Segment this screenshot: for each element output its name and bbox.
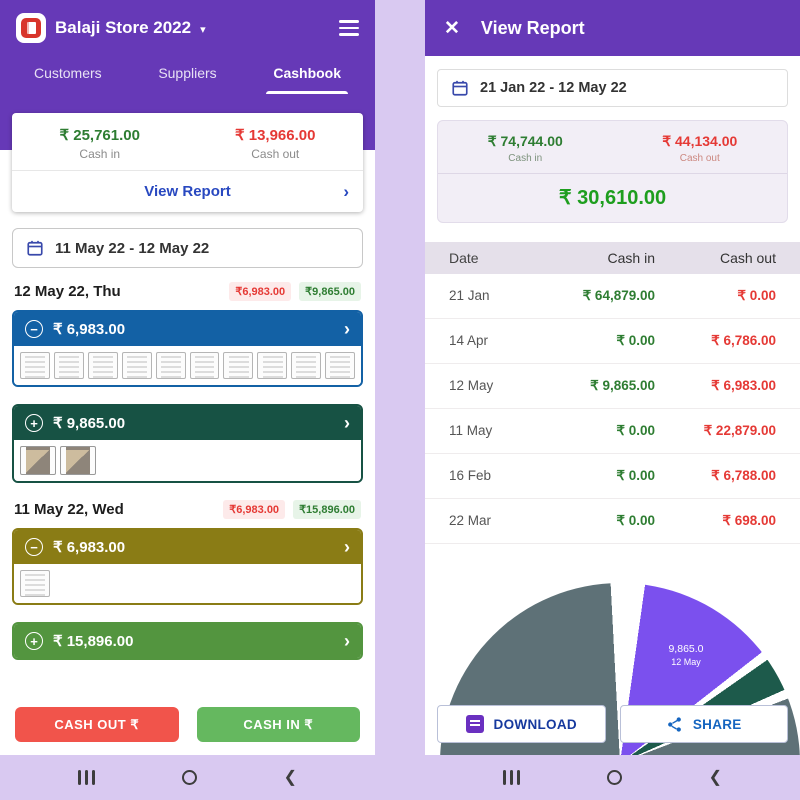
tab-suppliers[interactable]: Suppliers bbox=[158, 65, 217, 81]
pie-slice-label: 9,865.0 12 May bbox=[668, 643, 704, 667]
ledger-icon bbox=[21, 18, 41, 38]
cashbook-screen: Balaji Store 2022 ▾ Customers Suppliers … bbox=[0, 0, 375, 755]
table-row[interactable]: 16 Feb ₹ 0.00 ₹ 6,788.00 bbox=[425, 454, 800, 499]
report-cash-out-label: Cash out bbox=[679, 153, 720, 164]
date-range-picker[interactable]: 11 May 22 - 12 May 22 bbox=[12, 228, 363, 268]
cash-in-entry[interactable]: + ₹ 9,865.00 › bbox=[12, 404, 363, 483]
table-row[interactable]: 21 Jan ₹ 64,879.00 ₹ 0.00 bbox=[425, 274, 800, 319]
calendar-icon bbox=[452, 80, 468, 96]
date-range-text: 11 May 22 - 12 May 22 bbox=[55, 239, 210, 257]
chevron-down-icon[interactable]: ▾ bbox=[200, 23, 206, 36]
chevron-right-icon: › bbox=[343, 181, 349, 201]
home-icon[interactable] bbox=[606, 770, 622, 785]
receipt-thumbnail[interactable] bbox=[257, 352, 288, 379]
back-icon[interactable]: ❮ bbox=[283, 768, 297, 786]
menu-icon[interactable] bbox=[339, 20, 359, 36]
tab-cashbook[interactable]: Cashbook bbox=[247, 55, 367, 94]
entry-amount: ₹ 6,983.00 bbox=[53, 539, 126, 556]
table-row[interactable]: 14 Apr ₹ 0.00 ₹ 6,786.00 bbox=[425, 319, 800, 364]
cash-out-button[interactable]: CASH OUT ₹ bbox=[15, 707, 179, 742]
download-button[interactable]: DOWNLOAD bbox=[437, 705, 606, 743]
receipt-thumbnail[interactable] bbox=[53, 352, 84, 379]
cash-in-button[interactable]: CASH IN ₹ bbox=[196, 707, 360, 742]
receipt-thumbnail[interactable] bbox=[121, 352, 152, 379]
cash-out-amount: ₹ 13,966.00 bbox=[235, 127, 316, 144]
net-balance: ₹ 30,610.00 bbox=[558, 187, 667, 209]
report-header: ✕ View Report bbox=[425, 0, 800, 56]
report-summary-card: ₹ 74,744.00 Cash in ₹ 44,134.00 Cash out… bbox=[437, 120, 788, 223]
receipt-thumbnail[interactable] bbox=[20, 352, 50, 379]
receipt-thumbnail[interactable] bbox=[223, 352, 254, 379]
report-date-range-picker[interactable]: 21 Jan 22 - 12 May 22 bbox=[437, 69, 788, 107]
view-report-screen: ✕ View Report 21 Jan 22 - 12 May 22 ₹ 74… bbox=[425, 0, 800, 755]
tab-bar: Customers Suppliers Cashbook bbox=[0, 55, 375, 94]
table-header: Date Cash in Cash out bbox=[425, 242, 800, 274]
divider bbox=[438, 173, 787, 174]
cash-summary-card: ₹ 25,761.00 Cash in ₹ 13,966.00 Cash out… bbox=[12, 113, 363, 212]
day-out-badge: ₹6,983.00 bbox=[229, 282, 292, 301]
cash-out-label: Cash out bbox=[251, 147, 300, 161]
recents-icon[interactable] bbox=[78, 770, 95, 785]
divider bbox=[12, 170, 363, 171]
store-title[interactable]: Balaji Store 2022 bbox=[55, 18, 192, 37]
close-icon[interactable]: ✕ bbox=[444, 17, 460, 39]
recents-icon[interactable] bbox=[503, 770, 520, 785]
receipt-thumbnail[interactable] bbox=[87, 352, 118, 379]
tab-customers[interactable]: Customers bbox=[33, 65, 102, 81]
chevron-right-icon: › bbox=[344, 319, 350, 339]
day-in-badge: ₹15,896.00 bbox=[293, 500, 361, 519]
table-row[interactable]: 11 May ₹ 0.00 ₹ 22,879.00 bbox=[425, 409, 800, 454]
app-header: Balaji Store 2022 ▾ Customers Suppliers … bbox=[0, 0, 375, 212]
report-cash-out-amount: ₹ 44,134.00 bbox=[662, 133, 738, 149]
report-cash-in-amount: ₹ 74,744.00 bbox=[487, 133, 563, 149]
plus-icon: + bbox=[25, 632, 43, 650]
back-icon[interactable]: ❮ bbox=[708, 768, 722, 786]
android-nav-bar: ❮ bbox=[0, 755, 375, 800]
receipt-thumbnails bbox=[14, 346, 361, 385]
receipt-thumbnail[interactable] bbox=[155, 352, 186, 379]
cash-in-entry[interactable]: + ₹ 15,896.00 › bbox=[12, 622, 363, 660]
day-header: 12 May 22, Thu ₹6,983.00 ₹9,865.00 bbox=[14, 282, 361, 301]
cash-out-entry[interactable]: − ₹ 6,983.00 › bbox=[12, 310, 363, 387]
photo-thumbnail[interactable] bbox=[60, 446, 96, 475]
share-icon bbox=[667, 716, 681, 732]
plus-icon: + bbox=[25, 414, 43, 432]
share-button[interactable]: SHARE bbox=[619, 705, 788, 743]
calendar-icon bbox=[27, 240, 43, 256]
cash-in-amount: ₹ 25,761.00 bbox=[59, 127, 140, 144]
app-icon[interactable] bbox=[16, 13, 46, 43]
photo-thumbnails bbox=[14, 440, 361, 481]
android-nav-bar: ❮ bbox=[425, 755, 800, 800]
minus-icon: − bbox=[25, 320, 43, 338]
table-row[interactable]: 12 May ₹ 9,865.00 ₹ 6,983.00 bbox=[425, 364, 800, 409]
day-in-badge: ₹9,865.00 bbox=[299, 282, 361, 301]
minus-icon: − bbox=[25, 538, 43, 556]
report-date-range-text: 21 Jan 22 - 12 May 22 bbox=[480, 80, 627, 96]
report-cash-in-label: Cash in bbox=[508, 153, 543, 164]
receipt-thumbnail[interactable] bbox=[20, 570, 50, 597]
chevron-right-icon: › bbox=[344, 537, 350, 557]
day-out-badge: ₹6,983.00 bbox=[223, 500, 286, 519]
table-row[interactable]: 22 Mar ₹ 0.00 ₹ 698.00 bbox=[425, 499, 800, 544]
receipt-thumbnail[interactable] bbox=[189, 352, 220, 379]
chevron-right-icon: › bbox=[344, 631, 350, 651]
pdf-icon bbox=[465, 715, 484, 733]
cash-in-label: Cash in bbox=[79, 147, 121, 161]
receipt-thumbnail[interactable] bbox=[325, 352, 356, 379]
receipt-thumbnails bbox=[14, 564, 361, 603]
page-title: View Report bbox=[480, 17, 585, 38]
day-header: 11 May 22, Wed ₹6,983.00 ₹15,896.00 bbox=[14, 500, 361, 519]
entry-amount: ₹ 9,865.00 bbox=[53, 415, 126, 432]
photo-thumbnail[interactable] bbox=[20, 446, 56, 475]
home-icon[interactable] bbox=[181, 770, 197, 785]
receipt-thumbnail[interactable] bbox=[291, 352, 322, 379]
chevron-right-icon: › bbox=[344, 413, 350, 433]
entry-amount: ₹ 15,896.00 bbox=[53, 633, 134, 650]
entry-amount: ₹ 6,983.00 bbox=[53, 321, 126, 338]
view-report-button[interactable]: View Report › bbox=[144, 181, 349, 201]
cash-out-entry[interactable]: − ₹ 6,983.00 › bbox=[12, 528, 363, 605]
